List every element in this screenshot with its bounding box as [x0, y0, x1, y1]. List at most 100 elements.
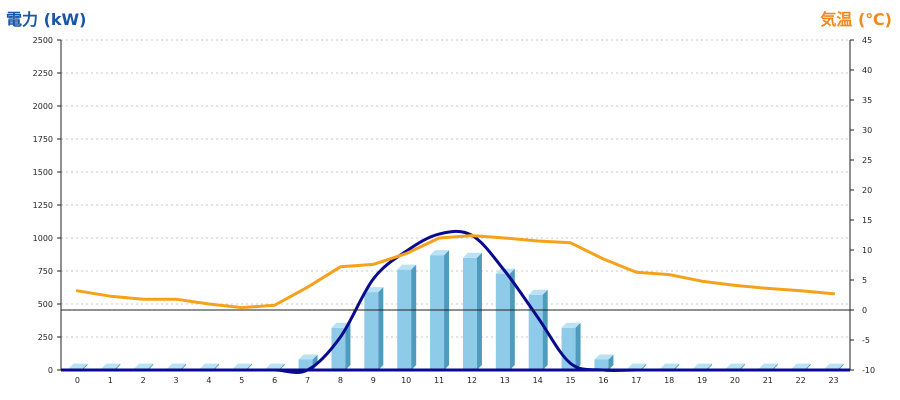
x-tick-label: 15	[565, 376, 575, 385]
power-bar-side	[772, 363, 778, 370]
x-tick-label: 6	[272, 376, 277, 385]
right-tick-label: 40	[862, 66, 872, 75]
power-bar-side	[575, 322, 581, 370]
power-bar-side	[345, 322, 351, 370]
power-bar-front	[594, 359, 609, 370]
power-bar-top	[824, 363, 844, 369]
power-bar-top	[298, 354, 318, 360]
power-bar-top	[134, 363, 154, 369]
power-bar-side	[411, 264, 417, 370]
x-tick-label: 20	[730, 376, 740, 385]
right-tick-label: 35	[862, 96, 872, 105]
power-bar	[397, 264, 417, 370]
power-bar-top	[68, 363, 88, 369]
right-tick-label: 45	[862, 36, 872, 45]
power-bar-side	[213, 363, 219, 370]
right-tick-label: -5	[862, 336, 870, 345]
power-bar-side	[674, 363, 680, 370]
power-bar-top	[199, 363, 219, 369]
axes: 02505007501000125015001750200022502500-1…	[33, 36, 875, 385]
left-tick-label: 2250	[33, 69, 53, 78]
power-bar-top	[265, 363, 285, 369]
power-bar	[298, 354, 318, 370]
power-bar-top	[660, 363, 680, 369]
right-tick-label: -10	[862, 366, 875, 375]
power-bar-front	[331, 327, 346, 370]
power-bar-top	[167, 363, 187, 369]
x-tick-label: 3	[174, 376, 179, 385]
power-bar-side	[279, 363, 285, 370]
x-tick-label: 11	[434, 376, 444, 385]
power-bar-side	[838, 363, 844, 370]
power-bar-side	[509, 268, 515, 370]
power-bar-front	[528, 294, 543, 370]
power-bar-side	[115, 363, 121, 370]
x-tick-label: 17	[631, 376, 641, 385]
x-tick-label: 13	[500, 376, 510, 385]
x-tick-label: 12	[467, 376, 477, 385]
left-tick-label: 750	[38, 267, 53, 276]
power-bar-side	[181, 363, 187, 370]
power-bar-front	[397, 269, 412, 370]
x-tick-label: 19	[697, 376, 707, 385]
x-tick-label: 22	[796, 376, 806, 385]
power-bar-front	[495, 273, 510, 370]
power-bar-front	[430, 255, 445, 370]
power-bar	[331, 322, 351, 370]
right-tick-label: 10	[862, 246, 872, 255]
left-tick-label: 2000	[33, 102, 53, 111]
left-tick-label: 1000	[33, 234, 53, 243]
x-tick-label: 14	[533, 376, 543, 385]
power-bar-top	[693, 363, 713, 369]
left-tick-label: 1500	[33, 168, 53, 177]
series-lines	[75, 229, 836, 374]
power-bar	[364, 287, 384, 370]
x-tick-label: 10	[401, 376, 411, 385]
x-tick-label: 23	[828, 376, 838, 385]
right-tick-label: 15	[862, 216, 872, 225]
x-tick-label: 0	[75, 376, 80, 385]
power-bars	[68, 250, 844, 370]
x-tick-label: 4	[206, 376, 211, 385]
x-tick-label: 7	[305, 376, 310, 385]
power-axis-title: 電力 (kW)	[6, 10, 87, 29]
power-bar-top	[561, 322, 581, 328]
power-bar-side	[148, 363, 154, 370]
power-bar	[462, 252, 482, 370]
power-bar-top	[397, 264, 417, 270]
power-bar-top	[791, 363, 811, 369]
power-bar-top	[627, 363, 647, 369]
power-bar-top	[758, 363, 778, 369]
power-bar-top	[364, 287, 384, 293]
x-tick-label: 1	[108, 376, 113, 385]
x-tick-label: 9	[371, 376, 376, 385]
power-bar-front	[364, 292, 379, 370]
power-bar-side	[805, 363, 811, 370]
power-bar-top	[594, 354, 614, 360]
power-bar-front	[561, 327, 576, 370]
power-bar-top	[725, 363, 745, 369]
power-bar-side	[246, 363, 252, 370]
power-bar-front	[462, 257, 477, 370]
power-bar-top	[101, 363, 121, 369]
power-bar-side	[476, 252, 482, 370]
power-bar	[594, 354, 614, 370]
x-tick-label: 16	[598, 376, 608, 385]
power-bar-top	[430, 250, 450, 256]
left-tick-label: 0	[48, 366, 53, 375]
x-tick-label: 5	[239, 376, 244, 385]
right-tick-label: 25	[862, 156, 872, 165]
power-bar-top	[232, 363, 252, 369]
x-tick-label: 21	[763, 376, 773, 385]
right-tick-label: 20	[862, 186, 872, 195]
power-bar-front	[298, 359, 313, 370]
power-bar-side	[378, 287, 384, 370]
right-tick-label: 30	[862, 126, 872, 135]
left-tick-label: 250	[38, 333, 53, 342]
x-tick-label: 2	[141, 376, 146, 385]
temperature-axis-title: 気温 (℃)	[820, 10, 892, 29]
x-tick-label: 18	[664, 376, 674, 385]
right-tick-label: 0	[862, 306, 867, 315]
power-bar-top	[462, 252, 482, 258]
